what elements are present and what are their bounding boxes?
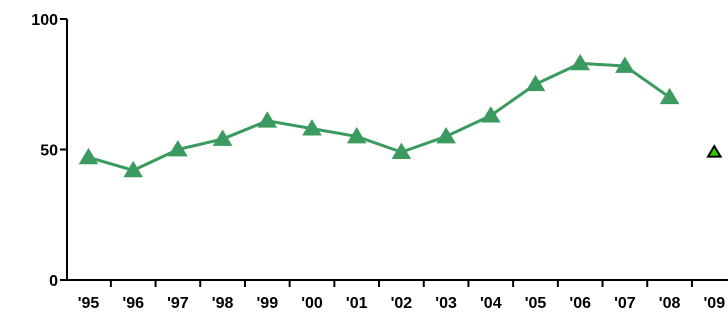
x-tick-label: '97 xyxy=(167,295,189,312)
triangle-marker xyxy=(212,129,233,146)
series-layer xyxy=(78,53,723,178)
x-tick-label: '06 xyxy=(569,295,591,312)
triangle-marker xyxy=(436,126,456,144)
triangle-marker xyxy=(123,160,144,178)
triangle-marker xyxy=(525,74,546,92)
triangle-marker xyxy=(346,126,367,144)
triangle-marker xyxy=(659,87,680,105)
x-ticks: '95 '96 '97 '98 '99 '00 '01 '02 '03 '04 '05 '06 '07 '… xyxy=(78,280,725,312)
triangle-marker xyxy=(706,144,723,158)
x-tick-label: '96 xyxy=(122,295,144,312)
y-ticks: 0 50 100 xyxy=(31,12,67,290)
x-tick-label: '01 xyxy=(346,295,368,312)
triangle-marker xyxy=(570,53,591,71)
x-tick-label: '07 xyxy=(614,295,636,312)
x-tick-label: '95 xyxy=(78,295,100,312)
x-tick-label: '00 xyxy=(301,295,323,312)
triangle-marker xyxy=(302,119,322,136)
y-tick-label: 100 xyxy=(31,12,58,29)
x-tick-label: '05 xyxy=(525,295,547,312)
triangle-marker xyxy=(257,111,278,128)
x-tick-label: '98 xyxy=(212,295,234,312)
triangle-marker xyxy=(78,147,99,165)
x-tick-label: '99 xyxy=(256,295,278,312)
y-tick-label: 0 xyxy=(49,273,58,290)
x-tick-label: '09 xyxy=(703,295,725,312)
x-tick-label: '03 xyxy=(435,295,457,312)
x-tick-label: '08 xyxy=(659,295,681,312)
triangle-marker xyxy=(391,142,412,159)
x-tick-label: '02 xyxy=(391,295,413,312)
triangle-marker xyxy=(615,56,635,73)
x-tick-label: '04 xyxy=(480,295,502,312)
y-tick-label: 50 xyxy=(40,143,58,160)
triangle-marker xyxy=(480,106,501,123)
triangle-marker xyxy=(168,140,188,157)
